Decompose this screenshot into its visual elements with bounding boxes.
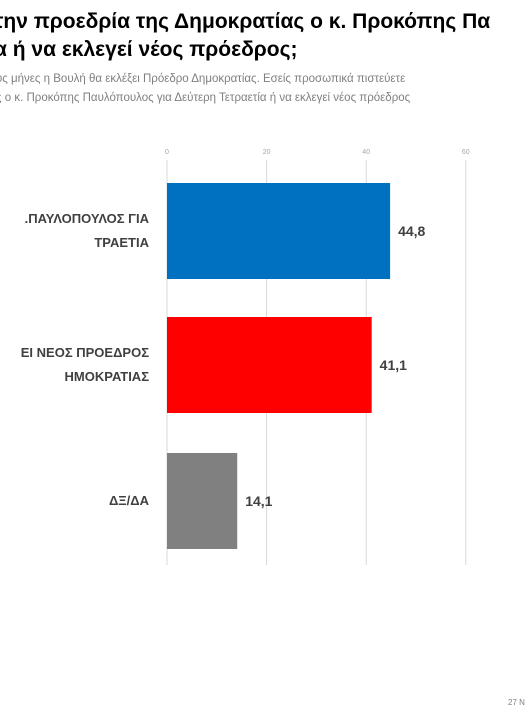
x-tick-label: 20 — [263, 149, 271, 156]
category-label: ΕΙ ΝΕΟΣ ΠΡΟΕΔΡΟΣ — [21, 345, 149, 360]
category-label: ΔΞ/ΔΑ — [109, 493, 150, 508]
bar-value-label: 14,1 — [245, 493, 272, 509]
x-tick-label: 60 — [462, 149, 470, 156]
chart-subtitle: ύς μήνες η Βουλή θα εκλέξει Πρόεδρο Δημο… — [0, 70, 530, 108]
bar-value-label: 41,1 — [380, 357, 407, 373]
category-label: ΗΜΟΚΡΑΤΙΑΣ — [65, 369, 150, 384]
chart-title-line2: α ή να εκλεγεί νέος πρόεδρος; — [0, 38, 298, 61]
chart-title: την προεδρία της Δημοκρατίας ο κ. Προκόπ… — [0, 8, 530, 64]
chart-subtitle-line1: ύς μήνες η Βουλή θα εκλέξει Πρόεδρο Δημο… — [0, 73, 406, 85]
x-tick-label: 0 — [165, 149, 169, 156]
bar — [167, 183, 391, 279]
category-label: .ΠΑΥΛΟΠΟΥΛΟΣ ΓΙΑ — [25, 211, 150, 226]
bar — [167, 317, 372, 413]
bar-value-label: 44,8 — [398, 223, 425, 239]
footer-date: 27 Ν — [508, 698, 525, 707]
chart-title-line1: την προεδρία της Δημοκρατίας ο κ. Προκόπ… — [0, 10, 491, 33]
chart-subtitle-line2: ς ο κ. Προκόπης Παυλόπουλος για Δεύτερη … — [0, 92, 411, 104]
category-label: ΤΡΑΕΤΙΑ — [94, 235, 149, 250]
bar — [167, 453, 238, 549]
x-tick-label: 40 — [362, 149, 370, 156]
